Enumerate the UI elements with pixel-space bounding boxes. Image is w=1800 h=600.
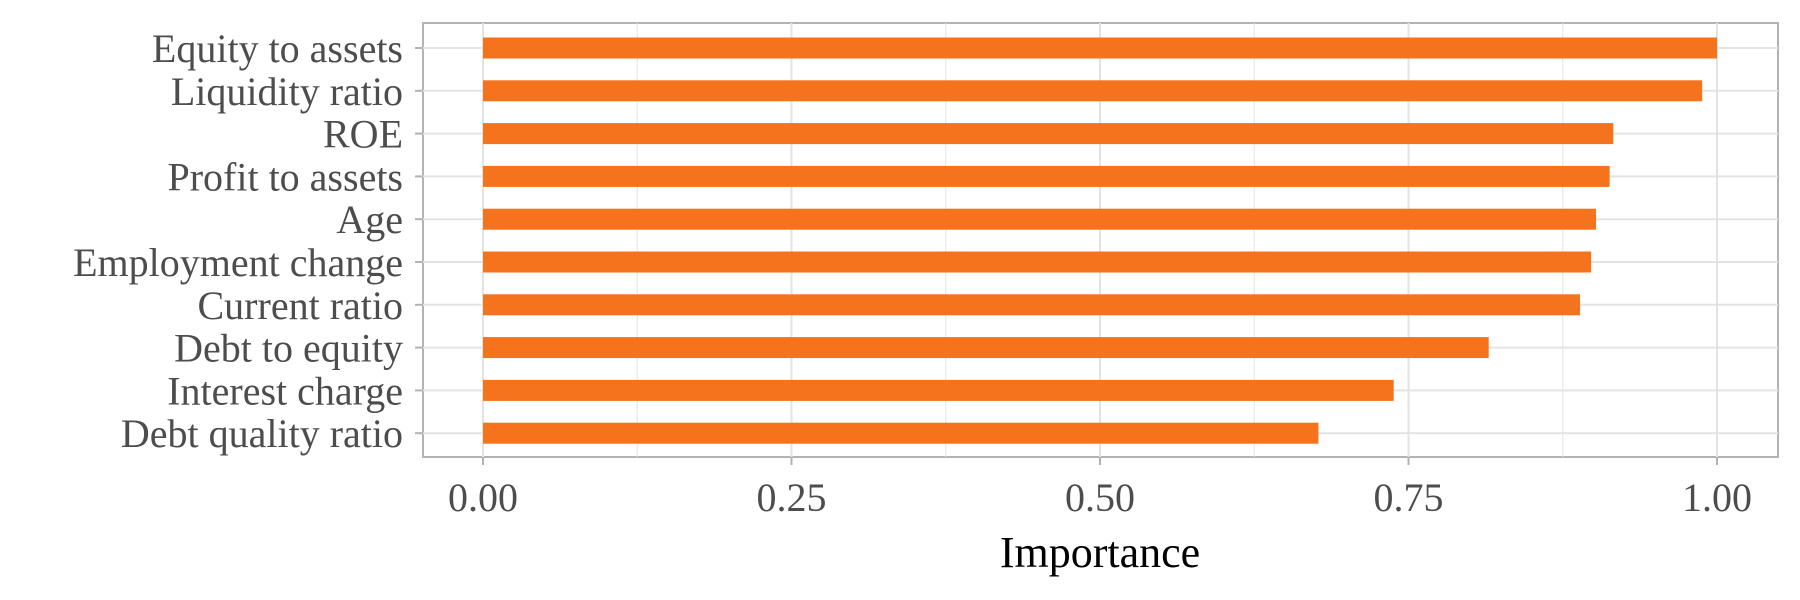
bar (483, 37, 1717, 59)
x-axis-title: Importance (1000, 528, 1200, 577)
x-tick-label: 0.00 (448, 475, 518, 520)
y-tick-label: Debt quality ratio (121, 411, 403, 456)
y-tick-label: Profit to assets (167, 154, 403, 199)
x-axis-ticks: 0.00 0.25 0.50 0.75 1.00 (448, 457, 1752, 520)
bar (483, 294, 1581, 316)
x-tick-label: 0.25 (757, 475, 827, 520)
bar (483, 123, 1614, 145)
bar (483, 251, 1592, 273)
bar (483, 337, 1489, 359)
y-tick-label: Current ratio (198, 283, 404, 328)
bars (483, 37, 1717, 444)
y-tick-label: Age (336, 197, 403, 242)
x-tick-label: 0.75 (1374, 475, 1444, 520)
y-tick-label: Liquidity ratio (171, 69, 403, 114)
bar (483, 379, 1394, 401)
x-tick-label: 0.50 (1065, 475, 1135, 520)
y-tick-label: ROE (323, 112, 403, 157)
y-tick-label: Debt to equity (174, 326, 403, 371)
bar (483, 80, 1703, 102)
bar (483, 208, 1597, 230)
bar (483, 165, 1610, 187)
bar (483, 422, 1319, 444)
y-tick-label: Employment change (73, 240, 403, 285)
y-tick-label: Equity to assets (152, 26, 403, 71)
y-tick-label: Interest charge (167, 368, 403, 413)
x-tick-label: 1.00 (1682, 475, 1752, 520)
